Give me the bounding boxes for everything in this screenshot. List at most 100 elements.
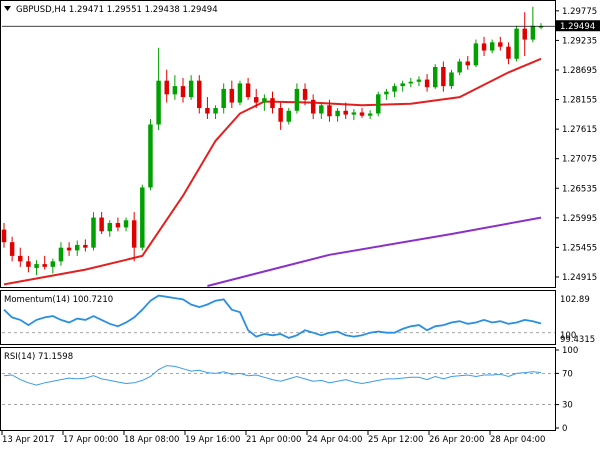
- candle: [237, 80, 243, 106]
- candle: [123, 217, 129, 232]
- candle: [197, 75, 202, 114]
- candle: [50, 258, 56, 274]
- candle-body: [229, 88, 235, 103]
- candle-body: [99, 217, 104, 232]
- candle-body: [205, 108, 210, 114]
- candle-body: [384, 91, 389, 95]
- candle-body: [392, 86, 397, 92]
- candle-body: [498, 42, 503, 47]
- candle-body: [131, 220, 137, 248]
- candle-body: [424, 79, 430, 88]
- candle-body: [26, 261, 31, 267]
- candle-body: [522, 28, 527, 40]
- momentum-axis-max: 102.89: [560, 295, 590, 305]
- momentum-panel: [0, 290, 556, 345]
- time-tick-label: 17 Apr 00:00: [63, 435, 118, 445]
- candle: [335, 108, 340, 122]
- current-price-value: 1.29494: [560, 22, 595, 32]
- candle: [229, 80, 235, 109]
- candle: [498, 36, 503, 51]
- candle-body: [302, 88, 308, 100]
- candle: [506, 42, 511, 65]
- rsi-panel: [0, 347, 556, 431]
- candle: [376, 91, 381, 117]
- candle-body: [457, 61, 462, 73]
- candle: [58, 242, 64, 266]
- candle: [172, 75, 178, 100]
- candle-body: [506, 46, 511, 59]
- candle: [262, 94, 267, 111]
- candle: [26, 255, 31, 273]
- candle-body: [34, 264, 39, 268]
- candle-body: [50, 261, 56, 267]
- price-tick-label: 1.26535: [562, 184, 597, 194]
- rsi-tick-label: 70: [562, 369, 573, 379]
- candle-body: [359, 112, 365, 116]
- candle-body: [91, 217, 96, 248]
- time-tick-label: 13 Apr 2017: [2, 435, 55, 445]
- candle-body: [180, 86, 186, 98]
- candle-body: [42, 264, 47, 267]
- candle-body: [286, 110, 292, 122]
- candle-body: [221, 88, 226, 109]
- candle-body: [107, 223, 113, 232]
- candle: [327, 99, 332, 122]
- candle: [359, 108, 365, 118]
- triangle-down-icon[interactable]: [4, 6, 11, 11]
- candle-body: [343, 110, 348, 115]
- candle: [408, 77, 414, 88]
- candle-body: [115, 223, 121, 228]
- candle-body: [319, 105, 324, 114]
- candle: [188, 75, 194, 100]
- rsi-tick-label: 30: [562, 401, 573, 411]
- price-tick-label: 1.27075: [562, 155, 597, 165]
- price-tick-label: 1.25995: [562, 214, 597, 224]
- momentum-series-layer: [2, 294, 555, 339]
- candle-body: [473, 43, 479, 66]
- rsi-axis: 100 70 30 0: [555, 346, 578, 434]
- candle: [441, 61, 446, 92]
- candle: [351, 109, 357, 121]
- candle: [9, 236, 15, 262]
- candle-body: [441, 66, 446, 87]
- time-axis: 13 Apr 2017 17 Apr 00:00 18 Apr 08:00 19 Ap…: [1, 431, 545, 445]
- candle-body: [213, 108, 218, 114]
- candle: [367, 110, 373, 119]
- candle: [270, 91, 275, 114]
- candle: [83, 239, 88, 252]
- symbol-info-label: GBPUSD,H4 1.29471 1.29551 1.29438 1.2949…: [16, 5, 218, 15]
- candle: [384, 88, 389, 100]
- candle-body: [294, 88, 300, 111]
- candle-body: [465, 61, 471, 66]
- candle-body: [245, 83, 251, 98]
- price-tick-label: 1.24915: [562, 273, 597, 283]
- candle: [115, 217, 121, 232]
- candle-body: [148, 124, 153, 188]
- momentum-line: [3, 294, 542, 339]
- candle: [99, 212, 104, 234]
- candle-body: [253, 97, 259, 103]
- price-axis: 1.29775 1.29235 1.28695 1.28155 1.27615 1.270…: [555, 7, 597, 283]
- rsi-series-layer: [2, 365, 555, 406]
- candle: [481, 36, 487, 57]
- candle: [278, 102, 283, 130]
- candle: [530, 6, 536, 43]
- candle-body: [489, 42, 495, 51]
- candle-body: [376, 94, 381, 114]
- candle-body: [237, 83, 243, 103]
- candle: [18, 247, 23, 267]
- rsi-tick-label: 100: [562, 346, 578, 356]
- candle: [522, 12, 527, 57]
- candle-body: [9, 242, 15, 256]
- candle: [66, 242, 72, 256]
- candle: [34, 260, 39, 276]
- candle: [148, 118, 153, 191]
- candle-body: [188, 80, 194, 98]
- candle: [213, 105, 218, 119]
- candle-body: [164, 80, 169, 95]
- candle: [245, 77, 251, 100]
- rsi-tick-label: 0: [562, 424, 567, 434]
- candle: [131, 212, 137, 262]
